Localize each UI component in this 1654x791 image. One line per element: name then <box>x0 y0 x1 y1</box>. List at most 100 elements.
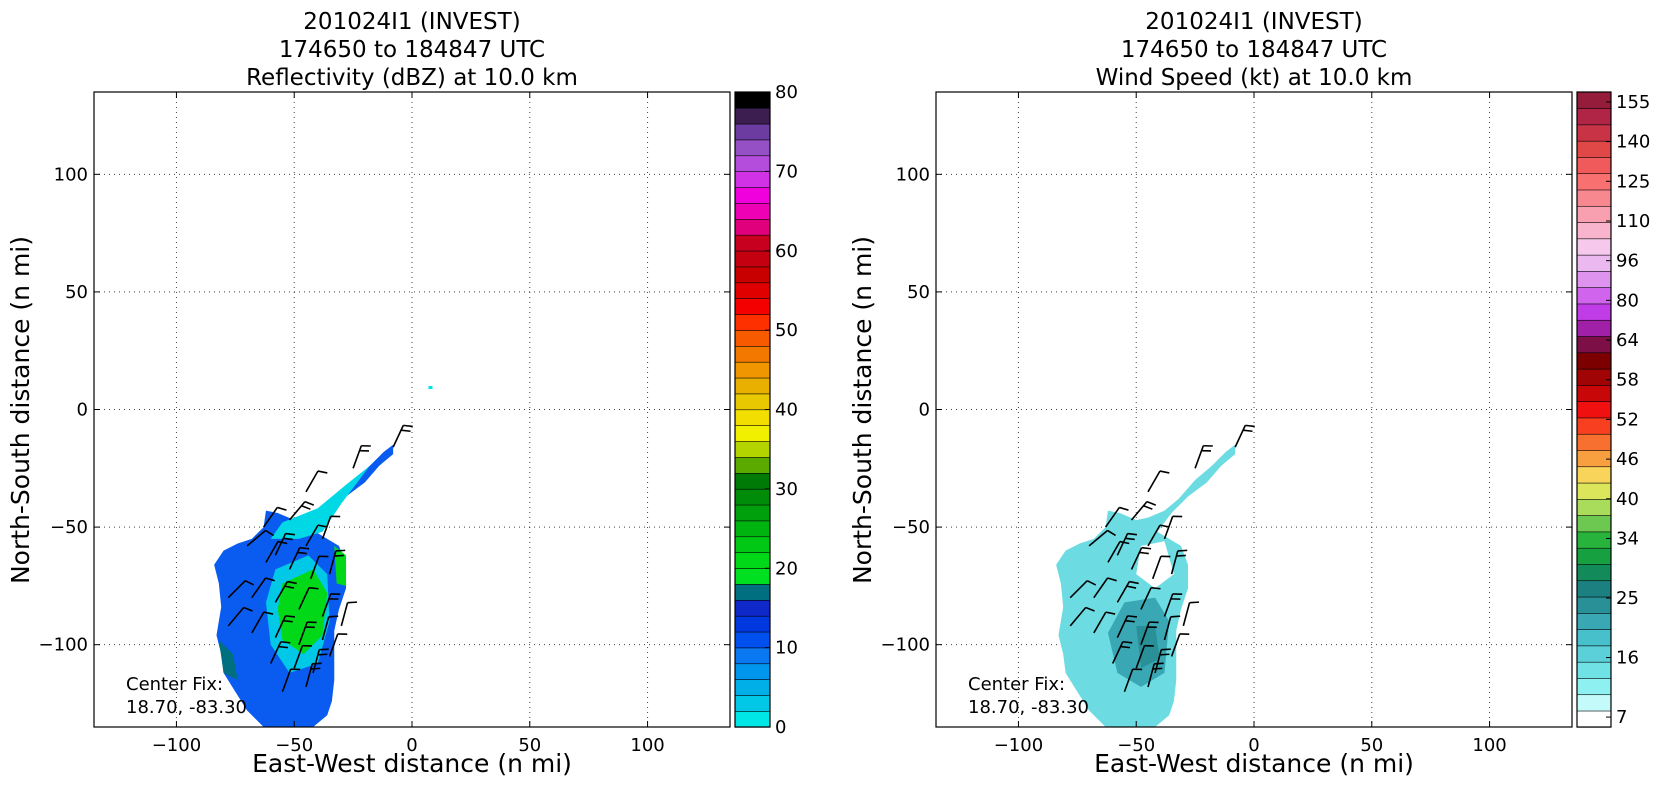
colorbar-tick-label: 80 <box>1616 290 1639 311</box>
colorbar-segment <box>735 394 770 410</box>
colorbar-segment <box>735 489 770 505</box>
colorbar-segment <box>735 251 770 267</box>
y-tick-label: 100 <box>896 164 930 185</box>
colorbar-segment <box>1577 466 1611 483</box>
chart-title-line-2: 174650 to 184847 UTC <box>279 37 545 63</box>
colorbar-segment <box>1577 190 1611 207</box>
colorbar-segment <box>1577 222 1611 239</box>
colorbar-tick-label: 46 <box>1616 449 1639 470</box>
colorbar-segment <box>1577 401 1611 418</box>
grid <box>94 92 730 727</box>
wind-barb <box>1183 602 1199 626</box>
chart-title-line-3: Wind Speed (kt) at 10.0 km <box>1096 65 1413 91</box>
x-axis-label: East-West distance (n mi) <box>1094 749 1414 778</box>
colorbar-segment <box>735 457 770 473</box>
colorbar-segment <box>1577 369 1611 386</box>
colorbar-segment <box>1577 646 1611 663</box>
colorbar-segment <box>1577 711 1611 728</box>
y-tick-label: 100 <box>54 164 88 185</box>
colorbar-segment <box>735 92 770 108</box>
chart-title-line-1: 201024I1 (INVEST) <box>303 9 520 35</box>
center-fix-label: Center Fix: <box>968 674 1065 695</box>
colorbar-segment <box>735 473 770 489</box>
colorbar-segment <box>735 537 770 553</box>
colorbar-segment <box>735 664 770 680</box>
colorbar-segment <box>1577 418 1611 435</box>
colorbar-segment <box>735 330 770 346</box>
colorbar-segment <box>735 219 770 235</box>
colorbar-tick-label: 7 <box>1616 707 1627 728</box>
chart-title-line-2: 174650 to 184847 UTC <box>1121 37 1387 63</box>
reflectivity-panel: 201024I1 (INVEST) 174650 to 184847 UTC R… <box>6 9 798 778</box>
colorbar-segment <box>735 203 770 219</box>
colorbar-segment <box>1577 206 1611 223</box>
colorbar-segment <box>735 648 770 664</box>
y-axis-label: North-South distance (n mi) <box>848 236 877 584</box>
colorbar-segment <box>1577 353 1611 370</box>
colorbar-segment <box>1577 434 1611 451</box>
x-tick-label: −100 <box>994 735 1043 756</box>
colorbar-segment <box>1577 173 1611 190</box>
colorbar-tick-label: 110 <box>1616 211 1650 232</box>
center-fix-label: Center Fix: <box>126 674 223 695</box>
colorbar-segment <box>1577 499 1611 516</box>
colorbar-segment <box>735 124 770 140</box>
colorbar-segment <box>735 568 770 584</box>
colorbar-tick-label: 50 <box>775 320 798 341</box>
colorbar-segment <box>1577 450 1611 467</box>
colorbar-segment <box>1577 580 1611 597</box>
echo-region-light <box>271 466 370 539</box>
center-fix-value: 18.70, -83.30 <box>968 697 1089 718</box>
colorbar-segment <box>1577 239 1611 256</box>
colorbar-segment <box>735 695 770 711</box>
colorbar-tick-label: 30 <box>775 479 798 500</box>
chart-title-line-3: Reflectivity (dBZ) at 10.0 km <box>246 65 578 91</box>
y-tick-label: 50 <box>65 282 88 303</box>
colorbar-segment <box>735 314 770 330</box>
colorbar-tick-label: 140 <box>1616 132 1650 153</box>
colorbar-segment <box>1577 255 1611 272</box>
colorbar-segment <box>1577 629 1611 646</box>
colorbar-segment <box>1577 548 1611 565</box>
colorbar-segment <box>735 235 770 251</box>
wind-speed-panel: 201024I1 (INVEST) 174650 to 184847 UTC W… <box>848 9 1650 778</box>
wind-barb <box>306 471 327 492</box>
y-tick-label: −50 <box>892 517 930 538</box>
wind-barb <box>1164 516 1182 539</box>
x-tick-label: 100 <box>630 735 664 756</box>
colorbar-tick-label: 34 <box>1616 528 1639 549</box>
colorbar-segment <box>735 283 770 299</box>
colorbar-segment <box>735 600 770 616</box>
colorbar-segment <box>1577 564 1611 581</box>
colorbar-segment <box>735 410 770 426</box>
colorbar-segment <box>1577 532 1611 549</box>
colorbar-segment <box>1577 141 1611 158</box>
colorbar-segment <box>1577 320 1611 337</box>
colorbar-segment <box>735 140 770 156</box>
colorbar-segment <box>735 171 770 187</box>
colorbar-segment <box>735 584 770 600</box>
colorbar-tick-label: 10 <box>775 638 798 659</box>
colorbar-tick-label: 20 <box>775 558 798 579</box>
colorbar-segment <box>1577 662 1611 679</box>
y-tick-label: 0 <box>919 400 930 421</box>
colorbar-tick-label: 52 <box>1616 409 1639 430</box>
colorbar-segment <box>735 187 770 203</box>
colorbar-segment <box>1577 125 1611 142</box>
colorbar-tick-label: 80 <box>775 82 798 103</box>
colorbar-segment <box>1577 613 1611 630</box>
colorbar-segment <box>735 108 770 124</box>
colorbar-segment <box>735 505 770 521</box>
wind-barb <box>1195 446 1213 469</box>
colorbar-tick-label: 40 <box>1616 489 1639 510</box>
wind-barb <box>341 602 357 626</box>
y-tick-label: 50 <box>907 282 930 303</box>
colorbar-tick-label: 0 <box>775 717 786 738</box>
colorbar-segment <box>1577 515 1611 532</box>
grid <box>936 92 1572 727</box>
colorbar-segment <box>1577 108 1611 125</box>
